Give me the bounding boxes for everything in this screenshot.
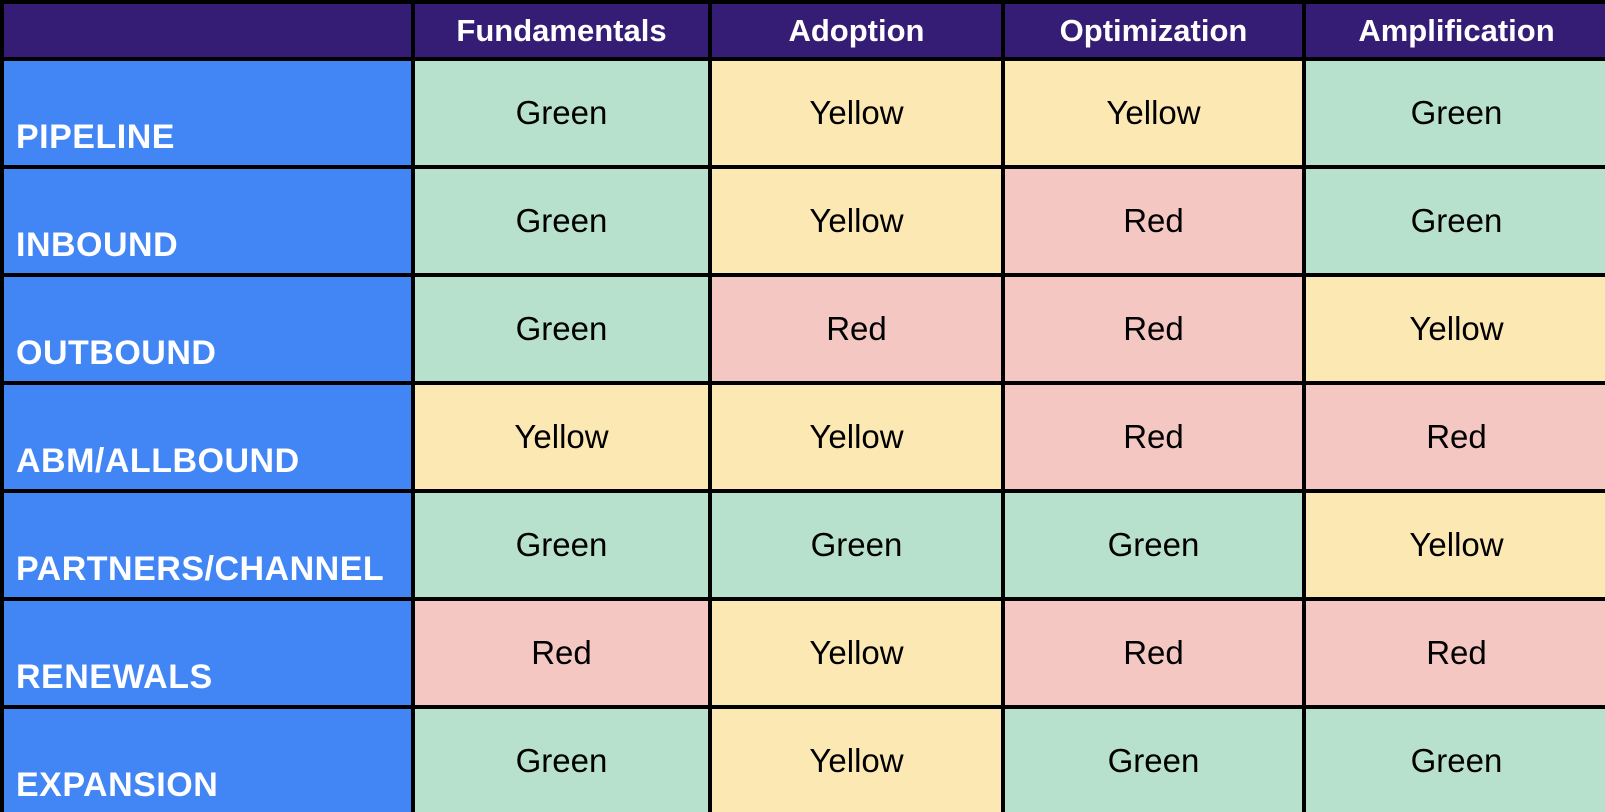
corner-cell (0, 0, 415, 61)
table-row-inbound: INBOUND Green Yellow Red Green (0, 165, 1605, 277)
column-header-adoption: Adoption (708, 0, 1005, 61)
column-header-optimization: Optimization (1001, 0, 1306, 61)
status-cell: Yellow (411, 381, 712, 493)
status-cell: Yellow (708, 381, 1005, 493)
status-cell: Red (708, 273, 1005, 385)
status-cell: Green (1001, 489, 1306, 601)
status-cell: Red (1302, 381, 1605, 493)
table-row-pipeline: PIPELINE Green Yellow Yellow Green (0, 57, 1605, 169)
status-cell: Green (411, 57, 712, 169)
status-cell: Yellow (1302, 489, 1605, 601)
status-cell: Green (1302, 57, 1605, 169)
status-cell: Red (1302, 597, 1605, 709)
row-label-inbound: INBOUND (0, 165, 415, 277)
table-row-abm-allbound: ABM/ALLBOUND Yellow Yellow Red Red (0, 381, 1605, 493)
table-row-expansion: EXPANSION Green Yellow Green Green (0, 705, 1605, 812)
row-label-pipeline: PIPELINE (0, 57, 415, 169)
status-cell: Green (1001, 705, 1306, 812)
status-cell: Red (411, 597, 712, 709)
status-cell: Yellow (708, 165, 1005, 277)
status-cell: Yellow (708, 597, 1005, 709)
status-cell: Yellow (1001, 57, 1306, 169)
status-cell: Red (1001, 165, 1306, 277)
status-cell: Green (708, 489, 1005, 601)
table-row-outbound: OUTBOUND Green Red Red Yellow (0, 273, 1605, 385)
status-cell: Yellow (1302, 273, 1605, 385)
status-cell: Green (411, 165, 712, 277)
column-header-amplification: Amplification (1302, 0, 1605, 61)
status-cell: Green (1302, 165, 1605, 277)
status-cell: Red (1001, 597, 1306, 709)
row-label-expansion: EXPANSION (0, 705, 415, 812)
status-cell: Red (1001, 273, 1306, 385)
status-cell: Yellow (708, 57, 1005, 169)
status-cell: Green (411, 489, 712, 601)
status-cell: Yellow (708, 705, 1005, 812)
row-label-partners-channel: PARTNERS/CHANNEL (0, 489, 415, 601)
status-cell: Green (411, 705, 712, 812)
header-row: Fundamentals Adoption Optimization Ampli… (0, 0, 1605, 61)
row-label-renewals: RENEWALS (0, 597, 415, 709)
table-row-partners-channel: PARTNERS/CHANNEL Green Green Green Yello… (0, 489, 1605, 601)
status-cell: Green (1302, 705, 1605, 812)
column-header-fundamentals: Fundamentals (411, 0, 712, 61)
row-label-abm-allbound: ABM/ALLBOUND (0, 381, 415, 493)
row-label-outbound: OUTBOUND (0, 273, 415, 385)
status-cell: Green (411, 273, 712, 385)
table-row-renewals: RENEWALS Red Yellow Red Red (0, 597, 1605, 709)
status-cell: Red (1001, 381, 1306, 493)
